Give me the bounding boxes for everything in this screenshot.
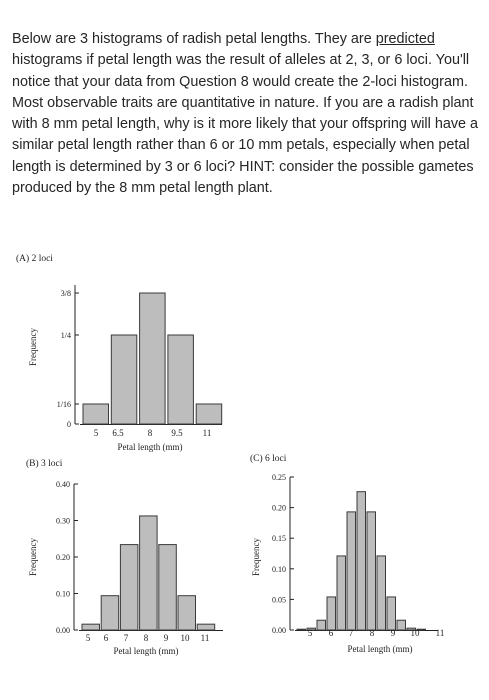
histogram-bar [396, 619, 406, 631]
x-tick-label: 6 [329, 628, 334, 638]
x-tick-label: 11 [436, 628, 445, 638]
x-tick-label: 10 [181, 633, 191, 643]
histogram-bar [139, 515, 158, 631]
y-tick-label: 0.10 [56, 590, 70, 599]
y-tick-label: 0.15 [272, 534, 286, 543]
y-axis-label: Frequency [28, 328, 38, 366]
histogram-bar [100, 595, 120, 631]
histogram-bar [82, 403, 109, 425]
histogram-bar [306, 627, 316, 631]
x-tick-label: 5 [86, 633, 91, 643]
y-tick-label: 1/4 [61, 331, 71, 340]
histogram-bar [416, 628, 426, 631]
histogram-bar [177, 595, 196, 631]
histogram-bar [336, 555, 346, 631]
histogram-bar [326, 596, 336, 631]
question-text-end: histograms if petal length was the resul… [12, 52, 479, 197]
y-tick-label: 0.05 [272, 595, 286, 604]
y-tick-label: 0.30 [56, 517, 70, 526]
y-tick-label: 0.40 [56, 480, 70, 489]
x-tick-label: 7 [349, 628, 354, 638]
x-tick-label: 6.5 [112, 428, 124, 438]
histogram-bar [356, 491, 366, 631]
y-tick-label: 3/8 [61, 289, 71, 298]
x-tick-label: 8 [148, 428, 153, 438]
y-tick-label: 0.20 [56, 553, 70, 562]
y-axis-label: Frequency [28, 538, 38, 576]
x-tick-label: 10 [411, 628, 421, 638]
x-axis-label: Petal length (mm) [348, 644, 413, 654]
histogram-bar [195, 403, 223, 425]
histogram-bar [366, 511, 376, 631]
y-tick-label: 0.00 [56, 626, 70, 635]
x-tick-label: 11 [201, 633, 210, 643]
x-tick-label: 7 [124, 633, 129, 643]
histogram-bar [316, 619, 326, 631]
question-underlined-word: predicted [375, 31, 435, 47]
x-tick-label: 9 [391, 628, 396, 638]
histogram-bar [110, 334, 138, 425]
x-tick-label: 9.5 [171, 428, 183, 438]
x-tick-label: 6 [104, 633, 109, 643]
question-text: Below are 3 histograms of radish petal l… [12, 29, 482, 199]
histogram-bar [158, 544, 177, 631]
histogram-bar [196, 623, 216, 631]
x-tick-label: 5 [308, 628, 313, 638]
histogram-bar [386, 596, 396, 631]
chart-title: (C) 6 loci [250, 453, 287, 464]
chart-title: (B) 3 loci [26, 458, 63, 469]
y-tick-label: 0.10 [272, 565, 286, 574]
y-tick-label: 0.00 [272, 626, 286, 635]
x-tick-label: 9 [164, 633, 169, 643]
x-axis-label: Petal length (mm) [114, 646, 179, 656]
y-tick-label: 1/16 [57, 400, 71, 409]
chart-title: (A) 2 loci [16, 253, 53, 264]
histogram-bar [346, 511, 356, 631]
y-tick-label: 0 [67, 420, 71, 429]
histogram-bar [139, 292, 166, 425]
y-axis-label: Frequency [251, 538, 261, 576]
histogram-bar [119, 544, 139, 631]
histogram-bar [376, 555, 386, 631]
histogram-bar [81, 623, 100, 631]
histogram-bar [167, 334, 194, 425]
histogram-bar [406, 627, 416, 631]
question-text-start: Below are 3 histograms of radish petal l… [12, 31, 376, 47]
x-axis-label: Petal length (mm) [118, 442, 183, 452]
x-tick-label: 8 [144, 633, 149, 643]
x-tick-label: 11 [203, 428, 212, 438]
x-tick-label: 8 [370, 628, 375, 638]
x-tick-label: 5 [94, 428, 99, 438]
y-tick-label: 0.20 [272, 504, 286, 513]
y-tick-label: 0.25 [272, 473, 286, 482]
histogram-bar [296, 628, 306, 631]
